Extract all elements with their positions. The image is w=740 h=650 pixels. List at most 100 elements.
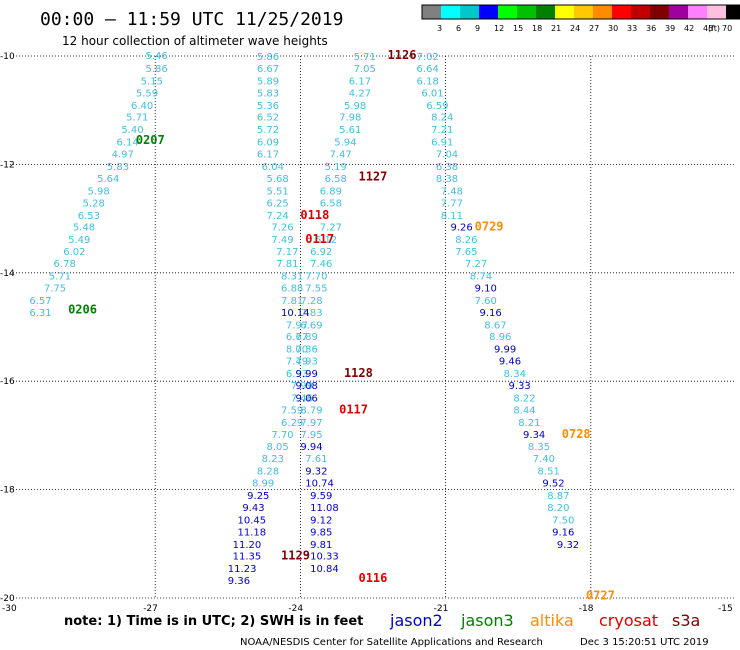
y-tick-label: -12 bbox=[0, 160, 15, 170]
pass-time-label: 0729 bbox=[475, 220, 504, 234]
colorbar-swatch bbox=[612, 5, 631, 19]
wave-height-value: 8.38 bbox=[436, 174, 458, 185]
colorbar-label: 27 bbox=[589, 24, 599, 33]
y-tick-label: -18 bbox=[0, 486, 15, 496]
wave-height-value: 5.71 bbox=[126, 113, 148, 124]
y-tick-label: -20 bbox=[0, 594, 15, 604]
wave-height-value: 6.29 bbox=[281, 418, 303, 429]
wave-height-value: 8.87 bbox=[547, 491, 569, 502]
wave-height-value: 9.16 bbox=[479, 308, 501, 319]
wave-height-value: 8.26 bbox=[455, 235, 477, 246]
wave-height-value: 5.48 bbox=[73, 223, 95, 234]
wave-height-value: 7.40 bbox=[533, 454, 555, 465]
timestamp: Dec 3 15:20:51 UTC 2019 bbox=[580, 637, 709, 648]
wave-height-value: 7.99 bbox=[291, 381, 313, 392]
colorbar-label: 3 bbox=[437, 24, 442, 33]
wave-height-value: 8.99 bbox=[252, 479, 274, 490]
wave-height-value: 9.43 bbox=[242, 503, 264, 514]
x-tick-label: -27 bbox=[143, 604, 158, 614]
y-tick-label: -16 bbox=[0, 377, 15, 387]
wave-height-value: 9.10 bbox=[475, 283, 497, 294]
wave-height-value: 9.99 bbox=[494, 345, 516, 356]
wave-height-value: 6.93 bbox=[286, 369, 308, 380]
wave-height-value: 11.08 bbox=[310, 503, 339, 514]
wave-height-value: 6.14 bbox=[116, 138, 138, 149]
colorbar-swatch bbox=[669, 5, 688, 19]
pass-time-label: 0728 bbox=[562, 427, 591, 441]
wave-height-value: 5.98 bbox=[344, 101, 366, 112]
wave-height-value: 5.86 bbox=[257, 52, 279, 63]
pass-time-label: 1128 bbox=[344, 366, 373, 380]
wave-height-value: 10.84 bbox=[310, 564, 339, 575]
wave-height-value: 10.74 bbox=[305, 479, 334, 490]
wave-height-value: 5.46 bbox=[146, 51, 168, 62]
colorbar-label: 36 bbox=[646, 24, 656, 33]
wave-height-value: 9.08 bbox=[296, 381, 318, 392]
wave-height-value: 9.32 bbox=[305, 467, 327, 478]
credit-line: NOAA/NESDIS Center for Satellite Applica… bbox=[240, 637, 543, 648]
wave-height-value: 11.20 bbox=[233, 540, 262, 551]
y-tick-label: -10 bbox=[0, 52, 15, 62]
colorbar-label: 33 bbox=[627, 24, 637, 33]
colorbar-swatch bbox=[707, 5, 726, 19]
wave-height-value: 8.96 bbox=[489, 332, 511, 343]
wave-height-value: 6.69 bbox=[300, 320, 322, 331]
pass-time-label: 1127 bbox=[358, 169, 387, 183]
wave-height-value: 7.77 bbox=[441, 198, 463, 209]
wave-height-value: 5.61 bbox=[339, 125, 361, 136]
wave-height-value: 9.33 bbox=[509, 381, 531, 392]
legend-jason3: jason3 bbox=[460, 611, 514, 630]
x-tick-label: -18 bbox=[579, 604, 594, 614]
wave-height-value: 6.02 bbox=[63, 247, 85, 258]
wave-height-value: 8.20 bbox=[547, 503, 569, 514]
colorbar-swatch bbox=[631, 5, 650, 19]
x-tick-label: -24 bbox=[288, 604, 303, 614]
wave-height-value: 7.27 bbox=[465, 259, 487, 270]
wave-height-value: 7.59 bbox=[281, 405, 303, 416]
wave-height-value: 5.86 bbox=[146, 64, 168, 75]
wave-height-value: 7.97 bbox=[300, 418, 322, 429]
wave-height-value: 7.17 bbox=[276, 247, 298, 258]
wave-height-value: 5.40 bbox=[121, 125, 143, 136]
wave-height-value: 5.15 bbox=[141, 76, 163, 87]
wave-height-value: 6.09 bbox=[257, 138, 279, 149]
wave-height-value: 6.18 bbox=[417, 76, 439, 87]
wave-height-value: 8.67 bbox=[484, 320, 506, 331]
wave-height-value: 9.36 bbox=[228, 576, 250, 587]
wave-height-value: 6.17 bbox=[257, 150, 279, 161]
pass-time-label: 0727 bbox=[586, 588, 615, 602]
pass-time-label: 0207 bbox=[136, 133, 165, 147]
wave-height-value: 5.71 bbox=[354, 52, 376, 63]
wave-height-value: 5.83 bbox=[257, 88, 279, 99]
wave-height-value: 10.45 bbox=[237, 515, 266, 526]
colorbar-swatch bbox=[479, 5, 498, 19]
wave-height-value: 7.65 bbox=[455, 247, 477, 258]
pass-time-label: 0206 bbox=[68, 303, 97, 317]
wave-height-value: 6.58 bbox=[325, 174, 347, 185]
wave-height-value: 7.60 bbox=[475, 296, 497, 307]
colorbar-swatch bbox=[422, 5, 441, 19]
wave-height-value: 9.32 bbox=[557, 540, 579, 551]
colorbar-label: 30 bbox=[608, 24, 618, 33]
wave-height-value: 6.53 bbox=[78, 211, 100, 222]
pass-time-label: 1126 bbox=[388, 48, 417, 62]
wave-height-value: 7.55 bbox=[305, 283, 327, 294]
wave-height-value: 4.27 bbox=[349, 88, 371, 99]
colorbar-label: 70 bbox=[722, 24, 732, 33]
wave-height-value: 5.94 bbox=[334, 138, 356, 149]
wave-height-value: 9.12 bbox=[310, 515, 332, 526]
wave-height-value: 6.01 bbox=[421, 88, 443, 99]
wave-height-value: 6.92 bbox=[310, 247, 332, 258]
wave-height-value: 5.98 bbox=[87, 186, 109, 197]
wave-height-value: 6.88 bbox=[281, 283, 303, 294]
colorbar-label: 39 bbox=[665, 24, 675, 33]
colorbar-label: 6 bbox=[456, 24, 461, 33]
wave-height-value: 6.38 bbox=[436, 162, 458, 173]
chart-subtitle: 12 hour collection of altimeter wave hei… bbox=[62, 34, 328, 48]
wave-height-value: 7.61 bbox=[305, 454, 327, 465]
colorbar-swatch bbox=[650, 5, 669, 19]
wave-height-value: 5.64 bbox=[97, 174, 119, 185]
wave-height-value: 10.14 bbox=[281, 308, 310, 319]
wave-height-value: 5.68 bbox=[267, 174, 289, 185]
wave-height-value: 7.95 bbox=[300, 430, 322, 441]
